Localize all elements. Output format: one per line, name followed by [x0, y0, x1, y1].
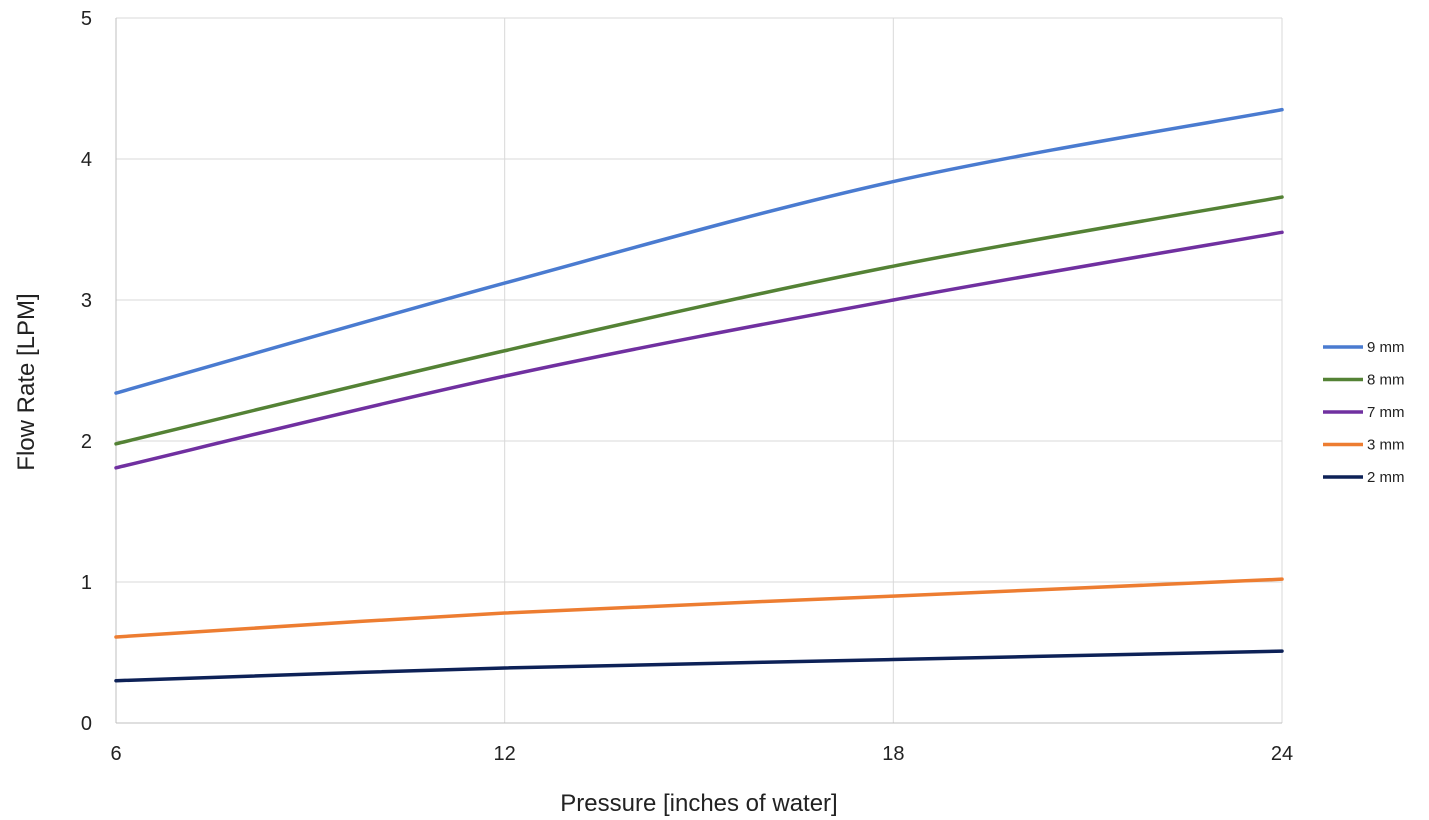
y-tick-label: 3: [81, 290, 92, 312]
x-axis-label: Pressure [inches of water]: [560, 790, 837, 817]
legend-label: 7 mm: [1367, 404, 1405, 421]
series-line-3-mm: [114, 577, 1284, 639]
x-tick-label: 18: [882, 743, 904, 765]
y-tick-label: 2: [81, 431, 92, 453]
legend-label: 2 mm: [1367, 469, 1405, 486]
x-tick-label: 12: [494, 743, 516, 765]
series-line-9-mm: [114, 107, 1284, 395]
y-tick-label: 5: [81, 8, 92, 30]
y-tick-label: 0: [81, 713, 92, 735]
legend: 9 mm 8 mm 7 mm 3 mm 2 mm: [1323, 339, 1405, 486]
x-tick-label: 6: [110, 743, 121, 765]
legend-label: 3 mm: [1367, 437, 1405, 454]
series-line-7-mm: [114, 230, 1284, 470]
legend-label: 8 mm: [1367, 372, 1405, 389]
series-line-2-mm: [114, 649, 1284, 683]
grid: [115, 17, 1283, 724]
series-lines: [114, 107, 1284, 683]
y-tick-label: 1: [81, 572, 92, 594]
x-tick-label: 24: [1271, 743, 1293, 765]
y-axis-label: Flow Rate [LPM]: [13, 293, 40, 470]
series-line-8-mm: [114, 195, 1284, 446]
y-tick-label: 4: [81, 149, 92, 171]
legend-label: 9 mm: [1367, 339, 1405, 356]
